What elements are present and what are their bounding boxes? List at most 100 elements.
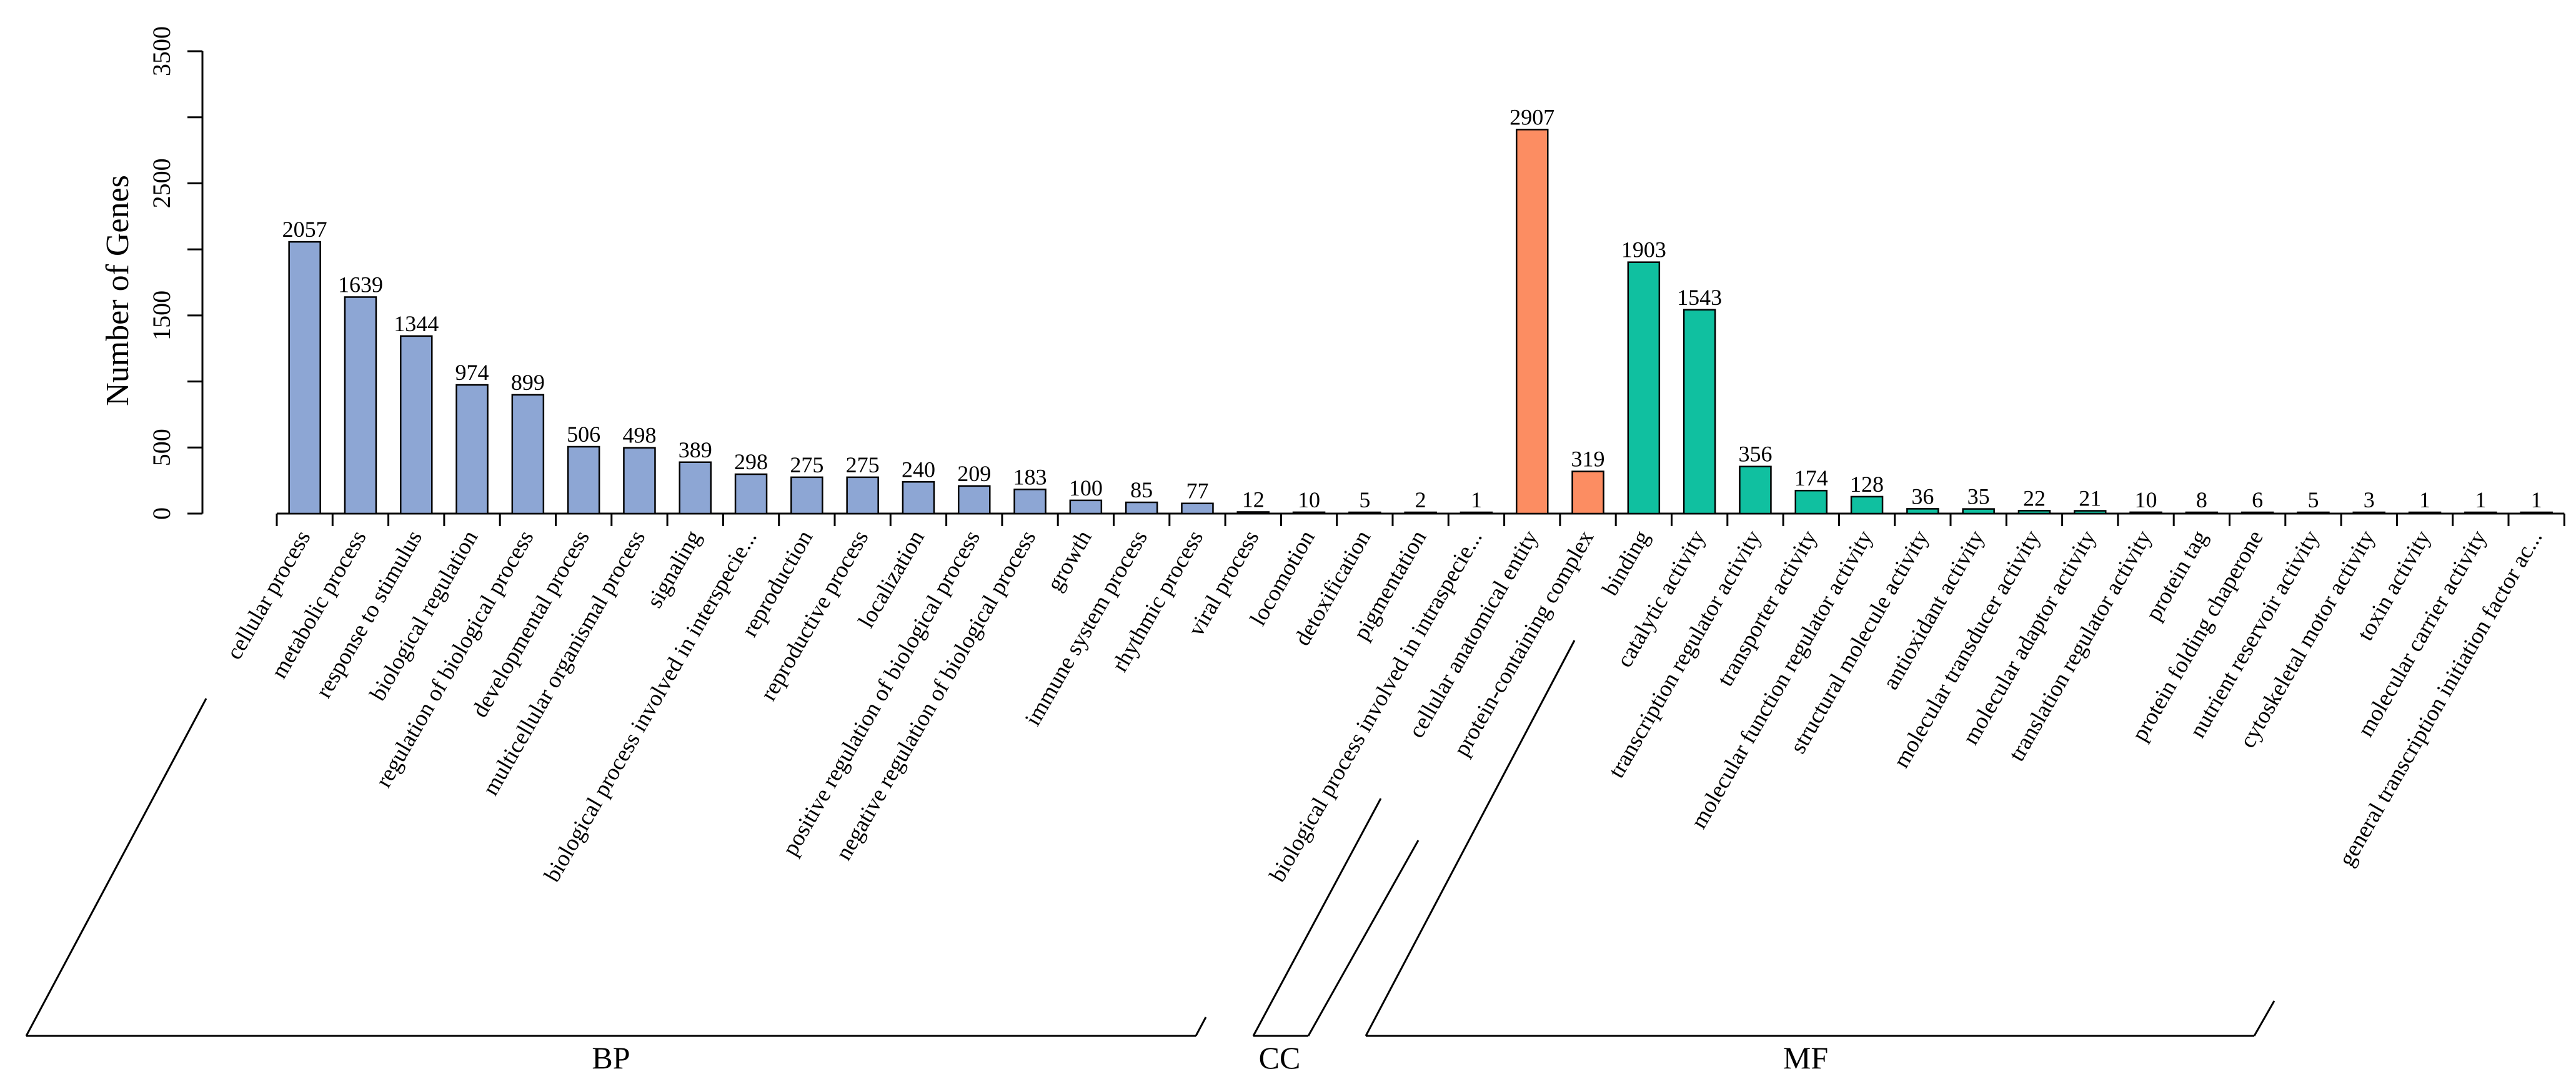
data-label: 298 — [734, 449, 768, 474]
category-label: growth — [1042, 526, 1097, 596]
category-label: binding — [1598, 526, 1655, 600]
data-label: 498 — [622, 423, 656, 448]
group-label: CC — [1259, 1040, 1301, 1075]
data-label: 1903 — [1621, 237, 1666, 262]
group-bracket-connector — [25, 698, 207, 1037]
data-label: 85 — [1130, 477, 1153, 502]
data-label: 22 — [2023, 485, 2046, 510]
group-brackets: BP CC MF — [25, 640, 2275, 1075]
data-label: 1 — [2475, 487, 2486, 512]
x-axis — [276, 512, 2565, 526]
bar — [455, 384, 489, 515]
data-label: 209 — [957, 461, 991, 486]
bar — [2297, 511, 2330, 515]
category-label: biological process involved in intraspec… — [1265, 526, 1488, 887]
bar — [2017, 510, 2051, 515]
data-label: 12 — [1242, 487, 1265, 512]
data-label: 2057 — [282, 217, 327, 242]
y-axis: 0 500 1500 2500 3500 — [147, 26, 204, 520]
bar — [1069, 499, 1103, 515]
group-bracket-connector — [1365, 640, 1576, 1037]
bar — [1962, 508, 1995, 515]
data-label: 2 — [1415, 487, 1426, 512]
bar — [2185, 511, 2219, 515]
bar — [1460, 511, 1493, 515]
group-bracket-connector — [1195, 1017, 1207, 1037]
bar — [1627, 261, 1661, 515]
category-label: biological process involved in interspec… — [539, 526, 762, 887]
data-label: 1 — [2419, 487, 2430, 512]
bar — [1794, 489, 1828, 515]
y-tick-label: 1500 — [147, 291, 176, 341]
data-label: 5 — [1359, 487, 1370, 512]
data-label: 974 — [455, 360, 489, 385]
data-label: 1344 — [394, 311, 439, 336]
bar — [1516, 129, 1549, 515]
bar — [1181, 502, 1214, 515]
y-tick-label: 2500 — [147, 158, 176, 208]
bars — [288, 129, 2553, 515]
data-label: 10 — [2135, 487, 2157, 512]
category-label: antioxidant activity — [1878, 526, 1990, 694]
bar — [1683, 309, 1716, 515]
category-label: signaling — [642, 526, 706, 612]
bar — [567, 445, 600, 515]
data-label: 128 — [1850, 472, 1884, 497]
value-labels: 2057 1639 1344 974 899 506 498 389 298 275 275 240 2… — [282, 104, 2542, 512]
bar — [2074, 510, 2107, 515]
data-label: 389 — [679, 437, 712, 462]
bar — [902, 481, 935, 515]
group-bracket-connector — [1252, 798, 1382, 1037]
bar — [1292, 511, 1326, 515]
data-label: 10 — [1298, 487, 1320, 512]
data-label: 1639 — [338, 272, 383, 297]
bar — [1571, 470, 1604, 515]
data-label: 100 — [1069, 475, 1103, 500]
data-label: 2907 — [1509, 104, 1554, 129]
group-bracket-connector — [1307, 840, 1420, 1037]
bar — [734, 473, 768, 515]
bar — [958, 485, 991, 515]
data-label: 3 — [2364, 487, 2375, 512]
data-label: 174 — [1794, 465, 1828, 490]
y-tick-label: 500 — [147, 429, 176, 466]
data-label: 1 — [2531, 487, 2542, 512]
data-label: 183 — [1013, 464, 1047, 489]
bar — [1013, 489, 1047, 515]
bar — [1906, 508, 1939, 515]
bar — [1404, 511, 1437, 515]
data-label: 6 — [2252, 487, 2263, 512]
data-label: 5 — [2307, 487, 2319, 512]
bar — [400, 335, 433, 515]
data-label: 36 — [1911, 484, 1934, 509]
bar — [2464, 511, 2497, 515]
data-label: 899 — [511, 370, 545, 395]
y-tick-label: 3500 — [147, 26, 176, 76]
data-label: 35 — [1967, 484, 1990, 509]
bar — [1348, 511, 1381, 515]
bar — [790, 476, 823, 515]
bar — [2240, 511, 2274, 515]
bar — [344, 296, 377, 515]
y-tick-label: 0 — [147, 507, 176, 520]
data-label: 21 — [2079, 486, 2101, 511]
y-axis-label: Number of Genes — [100, 175, 136, 406]
bar — [846, 476, 879, 515]
bar — [623, 447, 656, 515]
bar — [1739, 465, 1772, 515]
data-label: 77 — [1186, 479, 1208, 504]
data-label: 275 — [790, 452, 823, 477]
data-label: 319 — [1571, 447, 1605, 472]
bar — [288, 241, 321, 515]
group-label: MF — [1783, 1040, 1828, 1075]
bar — [1236, 511, 1270, 515]
bar — [511, 394, 545, 515]
bar — [1125, 501, 1158, 515]
bar — [2352, 511, 2385, 515]
data-label: 8 — [2196, 487, 2207, 512]
data-label: 1 — [1471, 487, 1482, 512]
bar — [1850, 495, 1884, 515]
bar — [2520, 511, 2553, 515]
